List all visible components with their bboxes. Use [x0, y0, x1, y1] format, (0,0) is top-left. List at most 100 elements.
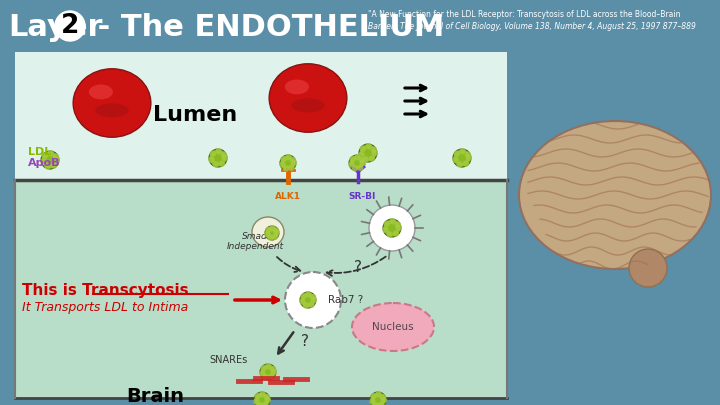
Circle shape — [375, 391, 382, 397]
Circle shape — [265, 363, 271, 369]
Text: Lumen: Lumen — [153, 105, 237, 125]
Ellipse shape — [89, 85, 113, 99]
Circle shape — [370, 393, 377, 399]
Circle shape — [261, 365, 266, 371]
Circle shape — [373, 402, 379, 405]
Circle shape — [219, 160, 225, 167]
Circle shape — [464, 151, 471, 158]
Circle shape — [42, 152, 48, 159]
Circle shape — [456, 161, 463, 168]
Circle shape — [221, 151, 227, 158]
Circle shape — [378, 401, 384, 405]
Circle shape — [264, 394, 270, 400]
Circle shape — [264, 231, 271, 237]
Text: Brain: Brain — [126, 388, 184, 405]
Circle shape — [359, 151, 364, 158]
Text: SNAREs: SNAREs — [209, 355, 247, 365]
Circle shape — [285, 272, 341, 328]
Circle shape — [257, 402, 264, 405]
Ellipse shape — [519, 121, 711, 269]
Circle shape — [382, 226, 389, 233]
Circle shape — [40, 159, 47, 165]
Circle shape — [308, 302, 315, 308]
Circle shape — [53, 153, 59, 160]
Circle shape — [390, 218, 396, 224]
Circle shape — [268, 373, 274, 380]
Text: ALK1: ALK1 — [275, 192, 301, 201]
Circle shape — [370, 392, 386, 405]
Circle shape — [348, 161, 354, 168]
Circle shape — [305, 291, 312, 297]
Circle shape — [259, 391, 266, 397]
Ellipse shape — [292, 98, 325, 113]
Circle shape — [300, 298, 305, 305]
Circle shape — [265, 227, 271, 233]
Text: This is Transcytosis: This is Transcytosis — [22, 283, 189, 298]
Circle shape — [310, 297, 317, 303]
Circle shape — [349, 155, 365, 171]
Circle shape — [352, 165, 359, 172]
Text: It Transports LDL to Intima: It Transports LDL to Intima — [22, 301, 188, 315]
Circle shape — [300, 292, 316, 308]
Circle shape — [395, 222, 401, 228]
Ellipse shape — [252, 217, 284, 247]
Circle shape — [271, 369, 277, 375]
Circle shape — [452, 157, 459, 163]
Text: - The ENDOTHELIUM: - The ENDOTHELIUM — [87, 13, 444, 43]
Circle shape — [454, 150, 460, 157]
Circle shape — [290, 157, 296, 163]
Circle shape — [288, 164, 294, 171]
Ellipse shape — [73, 69, 151, 137]
Text: Layer: Layer — [8, 13, 102, 43]
Circle shape — [453, 149, 471, 167]
Circle shape — [359, 144, 377, 162]
Circle shape — [41, 151, 59, 169]
Ellipse shape — [629, 249, 667, 287]
Circle shape — [48, 150, 54, 156]
Circle shape — [459, 148, 466, 154]
Circle shape — [55, 11, 85, 41]
Circle shape — [254, 392, 270, 405]
Text: Smad
Independent: Smad Independent — [226, 232, 284, 252]
Circle shape — [392, 230, 399, 237]
Circle shape — [280, 156, 287, 162]
Circle shape — [253, 398, 260, 405]
Circle shape — [283, 165, 289, 172]
Circle shape — [359, 145, 366, 152]
Circle shape — [372, 150, 378, 156]
Circle shape — [362, 156, 369, 162]
Circle shape — [259, 370, 266, 377]
Circle shape — [254, 393, 261, 399]
Circle shape — [271, 234, 278, 240]
Text: 2: 2 — [60, 13, 79, 39]
Circle shape — [285, 154, 292, 160]
Circle shape — [369, 156, 375, 162]
Circle shape — [463, 160, 469, 167]
Circle shape — [466, 155, 472, 161]
Circle shape — [381, 397, 387, 403]
Circle shape — [279, 161, 286, 168]
Circle shape — [365, 143, 372, 149]
Circle shape — [300, 293, 307, 299]
Ellipse shape — [352, 303, 434, 351]
Circle shape — [262, 401, 269, 405]
Circle shape — [359, 157, 365, 163]
Circle shape — [265, 226, 279, 240]
Circle shape — [267, 234, 274, 241]
Text: SR-BI: SR-BI — [348, 192, 376, 201]
Circle shape — [303, 302, 309, 309]
Circle shape — [212, 161, 219, 168]
Circle shape — [269, 225, 276, 231]
Circle shape — [383, 219, 401, 237]
Circle shape — [274, 230, 280, 236]
Circle shape — [369, 398, 376, 405]
Bar — [15, 52, 507, 180]
Circle shape — [270, 366, 276, 372]
Circle shape — [263, 374, 269, 381]
Bar — [15, 180, 507, 398]
Ellipse shape — [95, 103, 129, 117]
Circle shape — [209, 149, 227, 167]
Circle shape — [369, 205, 415, 251]
Circle shape — [260, 364, 276, 380]
Circle shape — [50, 162, 57, 169]
